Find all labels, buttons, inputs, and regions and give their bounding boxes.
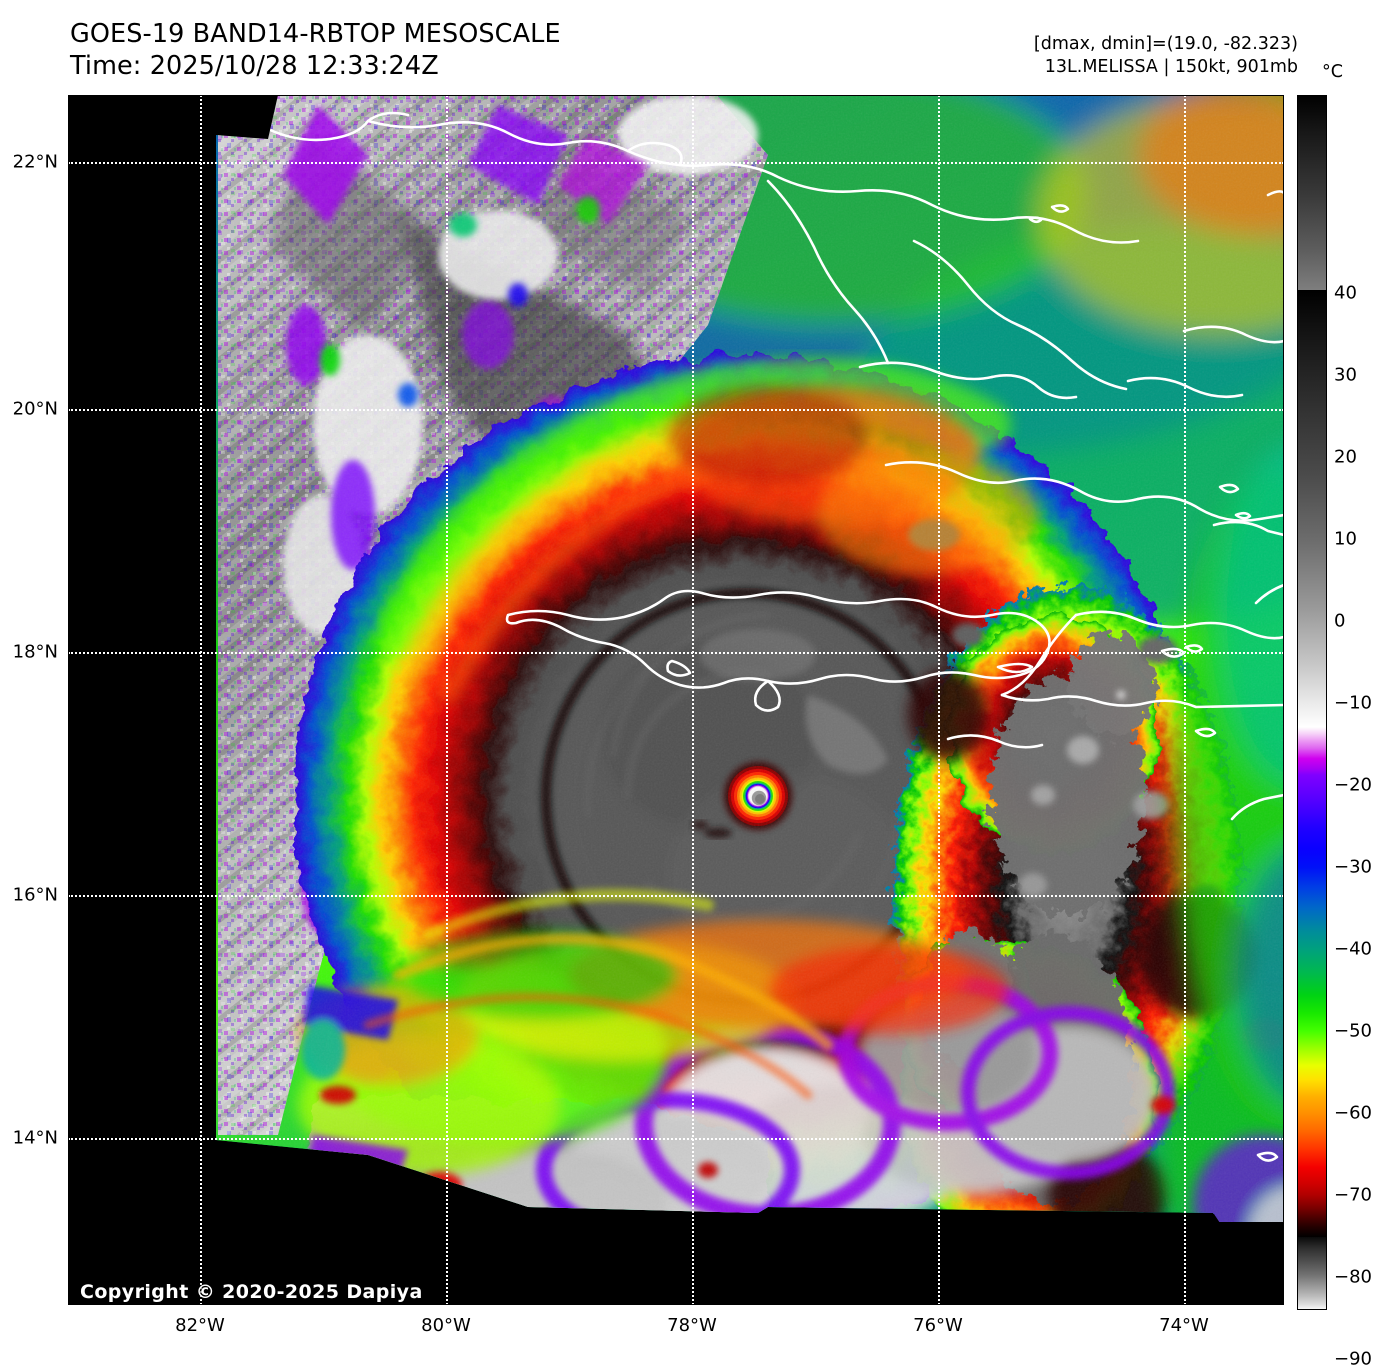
- colorbar-tick-label: −70: [1334, 1184, 1372, 1206]
- y-axis-tick-label: 20°N: [12, 398, 58, 420]
- colorbar-tick-label: −90: [1334, 1348, 1372, 1370]
- timestamp-label: Time: 2025/10/28 12:33:24Z: [70, 51, 439, 81]
- colorbar-segment-teal: [1297, 867, 1327, 949]
- colorbar-segment-blue: [1297, 775, 1327, 867]
- y-axis-tick-label: 14°N: [12, 1127, 58, 1149]
- colorbar-tick-label: −40: [1334, 938, 1372, 960]
- x-axis-tick-label: 78°W: [667, 1315, 717, 1336]
- colorbar-segment-mid-gray: [1297, 290, 1327, 727]
- colorbar-tick-label: −20: [1334, 774, 1372, 796]
- storm-info-label: 13L.MELISSA | 150kt, 901mb: [1044, 57, 1298, 77]
- satellite-plot-canvas[interactable]: [68, 95, 1284, 1305]
- colorbar-segment-warm-gray: [1297, 95, 1327, 290]
- colorbar-tick-label: 20: [1334, 446, 1357, 468]
- infrared-brightness-temperature-field: [68, 95, 1284, 1305]
- colorbar-tick-label: −10: [1334, 692, 1372, 714]
- page-title: GOES-19 BAND14-RBTOP MESOSCALE Time: 2025…: [70, 18, 561, 82]
- colorbar-unit-label: °C: [1322, 62, 1343, 82]
- colorbar-tick-label: 40: [1334, 282, 1357, 304]
- colorbar-tick-label: 30: [1334, 364, 1357, 386]
- colorbar-tick-label: 10: [1334, 528, 1357, 550]
- product-title: GOES-19 BAND14-RBTOP MESOSCALE: [70, 19, 561, 49]
- x-axis-tick-label: 80°W: [421, 1315, 471, 1336]
- colorbar-segment-green: [1297, 949, 1327, 1031]
- colorbar-tick-label: 0: [1334, 610, 1346, 632]
- y-axis-tick-label: 18°N: [12, 641, 58, 663]
- colorbar-tick-label: −80: [1334, 1266, 1372, 1288]
- colorbar-segment-dark-red: [1297, 1195, 1327, 1237]
- colorbar-tick-label: −60: [1334, 1102, 1372, 1124]
- y-axis-tick-label: 22°N: [12, 151, 58, 173]
- x-axis-tick-label: 82°W: [175, 1315, 225, 1336]
- colorbar-segment-yellow-orange: [1297, 1031, 1327, 1113]
- metadata-block: [dmax, dmin]=(19.0, -82.323) 13L.MELISSA …: [1034, 33, 1298, 79]
- colorbar-segment-cold-gray: [1297, 1237, 1327, 1310]
- domain-extent-label: [dmax, dmin]=(19.0, -82.323): [1033, 34, 1298, 54]
- colorbar-tick-label: −30: [1334, 856, 1372, 878]
- colorbar-tick-label: −50: [1334, 1020, 1372, 1042]
- temperature-colorbar[interactable]: [1297, 95, 1327, 1310]
- colorbar-segment-magenta: [1297, 727, 1327, 775]
- colorbar-segment-red: [1297, 1113, 1327, 1195]
- copyright-label: Copyright © 2020-2025 Dapiya: [80, 1281, 423, 1303]
- y-axis-tick-label: 16°N: [12, 884, 58, 906]
- x-axis-tick-label: 76°W: [913, 1315, 963, 1336]
- x-axis-tick-label: 74°W: [1159, 1315, 1209, 1336]
